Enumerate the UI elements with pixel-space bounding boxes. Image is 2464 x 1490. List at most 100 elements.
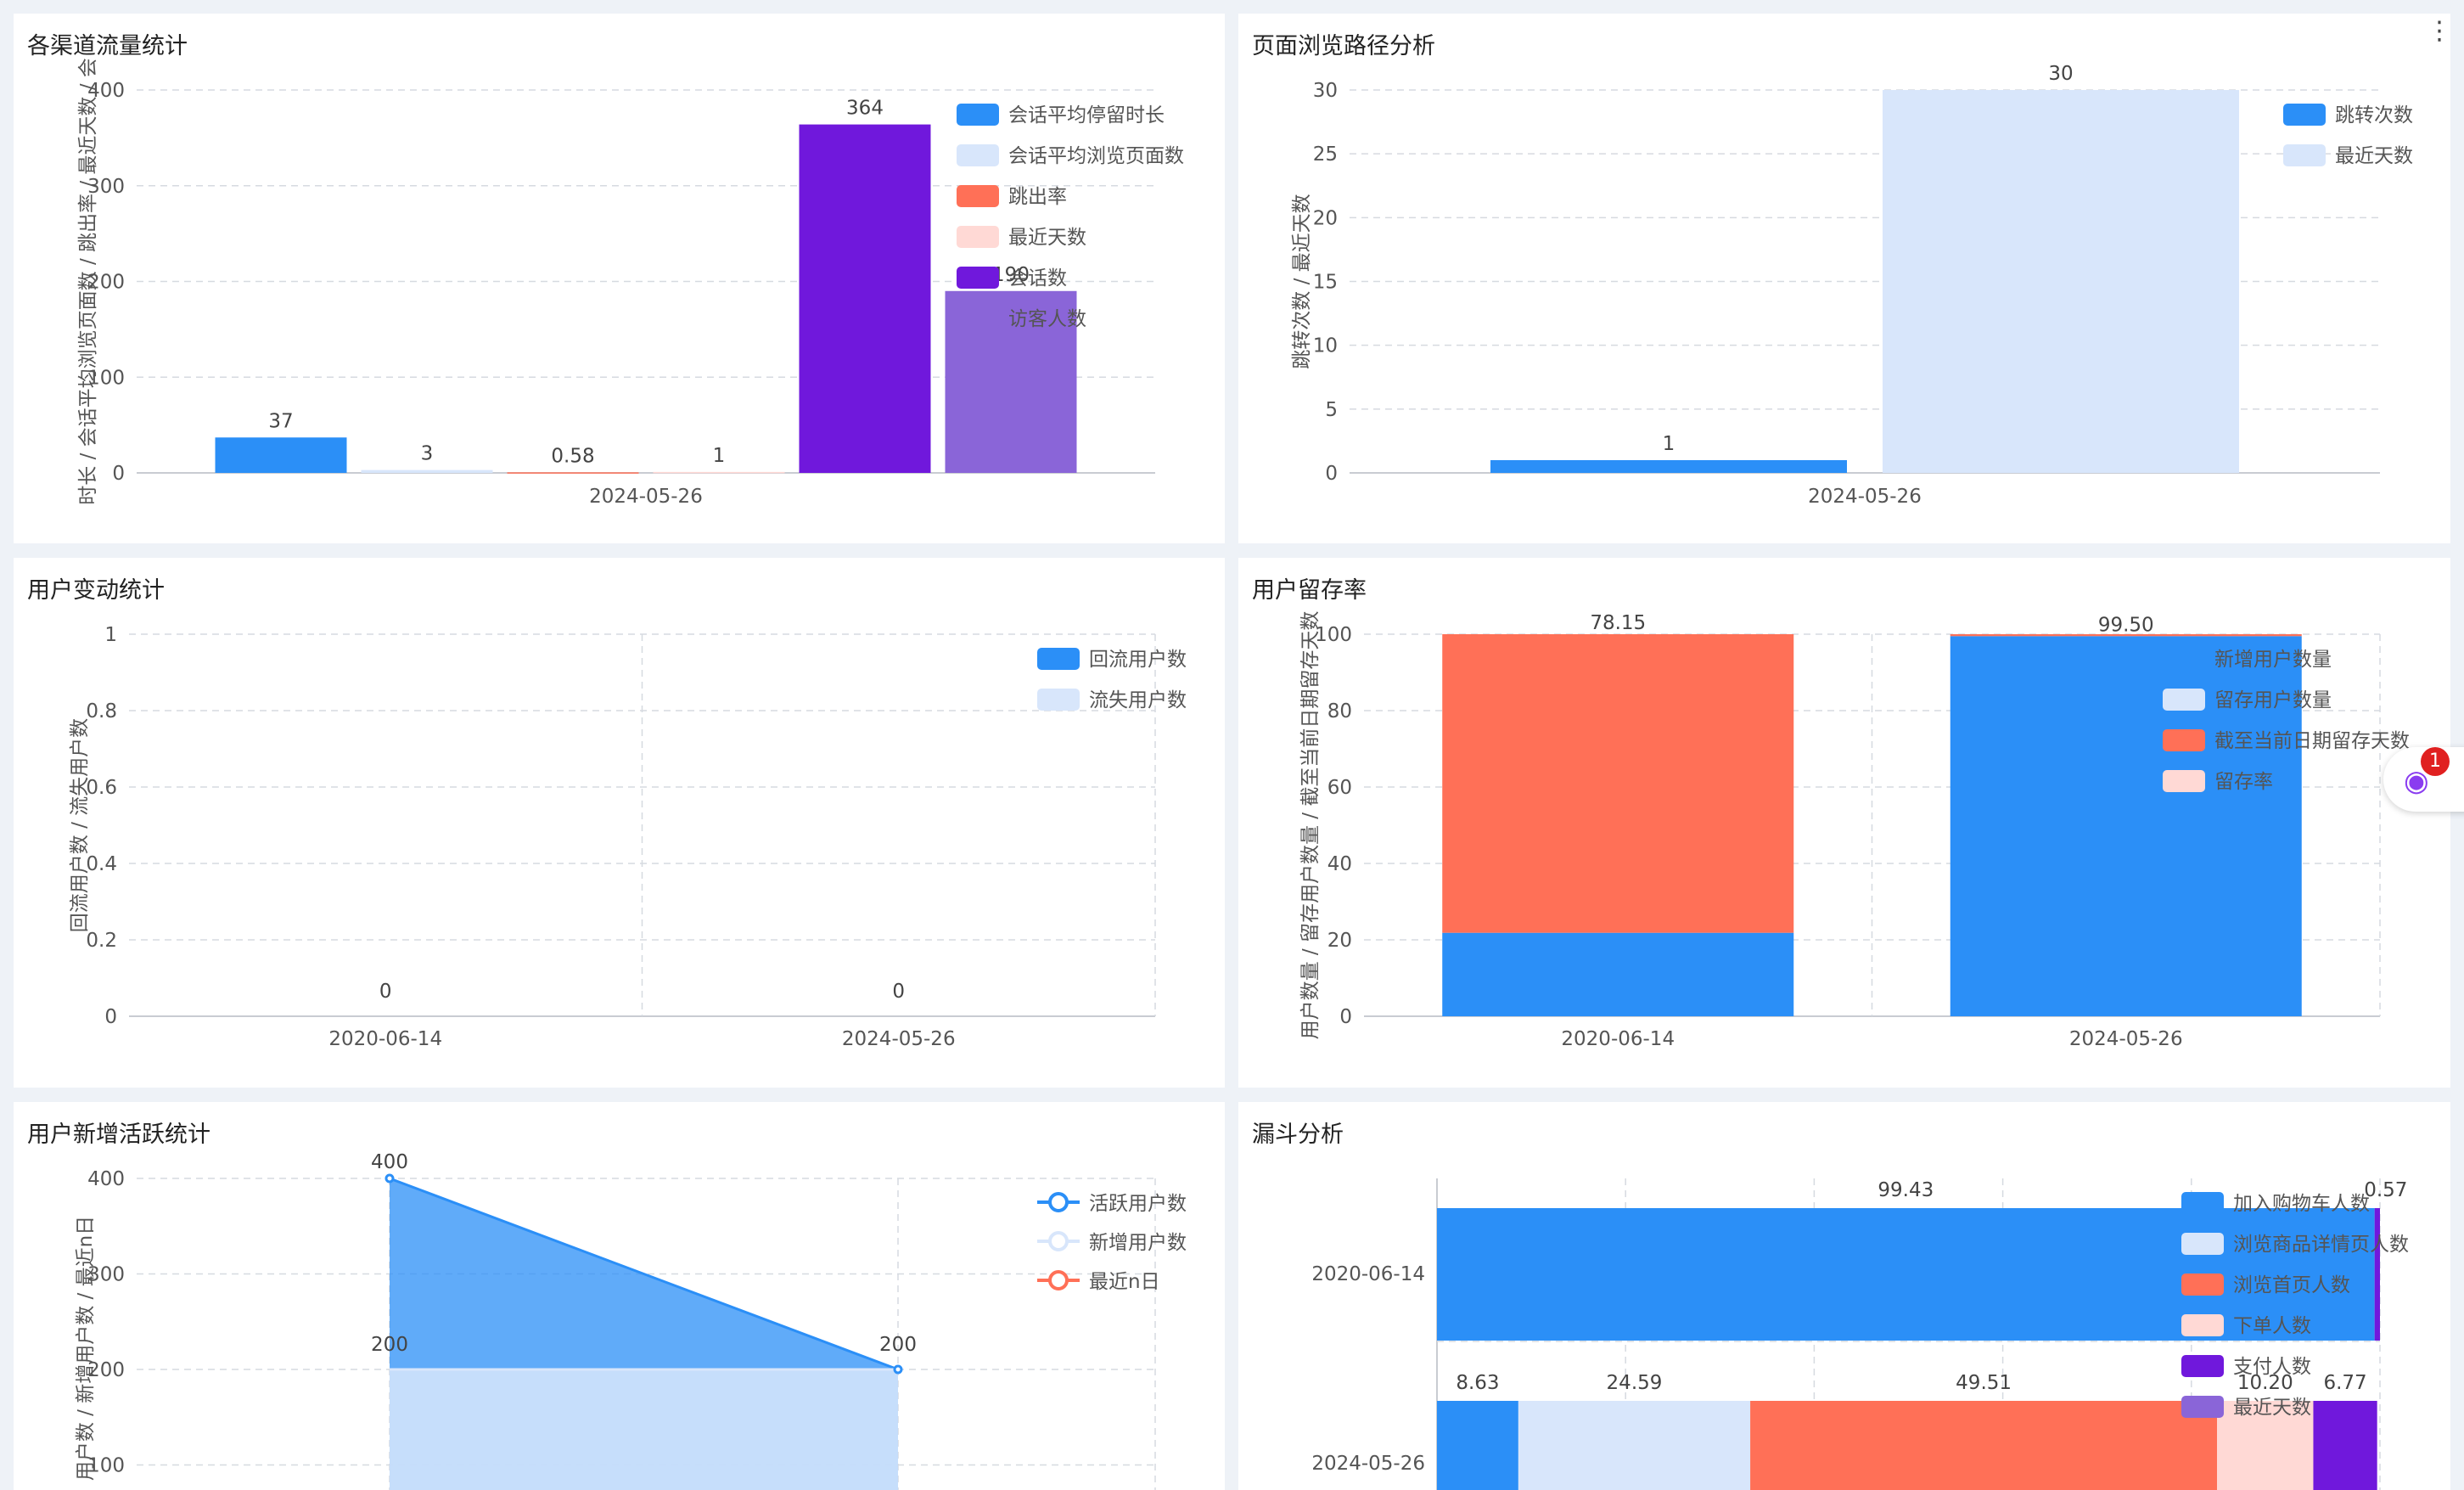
bar-segment bbox=[1437, 1401, 1518, 1490]
legend-marker bbox=[1048, 1192, 1069, 1212]
area-new-users bbox=[390, 1369, 898, 1490]
legend-label: 会话平均浏览页面数 bbox=[1008, 145, 1184, 167]
panel-title: 各渠道流量统计 bbox=[27, 33, 188, 59]
y-tick-label: 0 bbox=[112, 463, 125, 485]
legend-label: 支付人数 bbox=[2233, 1356, 2311, 1378]
legend-swatch bbox=[2181, 1355, 2224, 1377]
legend-swatch bbox=[957, 144, 999, 166]
bar bbox=[799, 124, 931, 473]
y-tick-label: 10 bbox=[1313, 335, 1338, 357]
y-tick-label: 0 bbox=[1339, 1006, 1352, 1028]
legend-label: 最近天数 bbox=[2233, 1397, 2311, 1419]
legend-swatch bbox=[2163, 729, 2205, 751]
legend-label: 访客人数 bbox=[1008, 308, 1086, 330]
legend-marker bbox=[1048, 1231, 1069, 1251]
bar-segment bbox=[2313, 1401, 2377, 1490]
y-axis-title: 回流用户数 / 流失用户数 bbox=[69, 718, 91, 932]
data-label: 99.50 bbox=[2098, 614, 2154, 636]
legend-label: 留存用户数量 bbox=[2214, 689, 2332, 711]
user-change-chart: 0 0.2 0.4 0.6 0.8 1 回流用户数 / 流失用户数 0 2020-06-14 0 2… bbox=[69, 624, 1187, 1050]
x-tick-label: 2024-05-26 bbox=[1808, 486, 1922, 508]
more-vertical-icon[interactable]: ⋮ bbox=[2427, 16, 2452, 46]
panel-title: 漏斗分析 bbox=[1252, 1122, 1344, 1148]
legend-label: 会话数 bbox=[1008, 267, 1067, 290]
legend-label: 浏览商品详情页人数 bbox=[2233, 1234, 2409, 1256]
x-tick-label: 2024-05-26 bbox=[589, 486, 703, 508]
data-label: 6.77 bbox=[2323, 1372, 2366, 1394]
data-label: 49.51 bbox=[1956, 1372, 2012, 1394]
legend-swatch bbox=[2181, 1233, 2224, 1255]
legend-label: 截至当前日期留存天数 bbox=[2214, 730, 2410, 752]
legend-label: 活跃用户数 bbox=[1089, 1193, 1187, 1215]
bar-segment bbox=[1950, 634, 2302, 637]
data-label: 37 bbox=[268, 410, 293, 432]
bar bbox=[361, 469, 493, 473]
legend-label: 跳转次数 bbox=[2335, 104, 2413, 127]
panel-title: 用户新增活跃统计 bbox=[27, 1122, 210, 1148]
data-label: 0.57 bbox=[2364, 1179, 2407, 1201]
legend-swatch bbox=[957, 104, 999, 126]
legend-swatch bbox=[2283, 104, 2326, 126]
bar bbox=[1490, 459, 1847, 473]
legend-swatch bbox=[957, 307, 999, 329]
y-axis-title: 跳转次数 / 最近天数 bbox=[1291, 194, 1313, 368]
y-tick-label: 0 bbox=[1325, 463, 1338, 485]
legend-swatch bbox=[2181, 1192, 2224, 1214]
legend-swatch bbox=[2163, 770, 2205, 792]
data-label: 30 bbox=[2048, 63, 2073, 85]
panel-title: 用户变动统计 bbox=[27, 577, 165, 604]
legend-label: 浏览首页人数 bbox=[2233, 1274, 2350, 1296]
y-tick-label: 400 bbox=[87, 80, 125, 102]
panel-title: 用户留存率 bbox=[1252, 577, 1367, 604]
y-tick-label: 0.2 bbox=[86, 930, 117, 952]
y-tick-label: 300 bbox=[87, 176, 125, 198]
legend-label: 下单人数 bbox=[2233, 1315, 2311, 1337]
legend-swatch bbox=[957, 226, 999, 248]
data-label: 0 bbox=[379, 981, 392, 1003]
y-tick-label: 1 bbox=[104, 624, 117, 646]
legend-swatch bbox=[2283, 144, 2326, 166]
legend-swatch bbox=[2181, 1396, 2224, 1418]
y-tick-label: 100 bbox=[87, 367, 125, 389]
point bbox=[893, 1364, 903, 1375]
data-label: 10.20 bbox=[2237, 1372, 2293, 1394]
data-label: 8.63 bbox=[1456, 1372, 1499, 1394]
y-tick-label: 300 bbox=[87, 1264, 125, 1286]
data-label: 1 bbox=[1663, 433, 1675, 455]
y-tick-label: 100 bbox=[87, 1455, 125, 1477]
new-active-chart: 100 200 300 400 用户数 / 新增用户数 / 最近n日 400 200 200 活… bbox=[75, 1151, 1187, 1490]
y-axis-title: 用户数 / 新增用户数 / 最近n日 bbox=[75, 1216, 97, 1481]
panel-channel-traffic: 各渠道流量统计 0 100 200 300 400 时长 / 会话平均浏览页面数 / 跳出… bbox=[14, 14, 1225, 543]
data-label: 200 bbox=[371, 1334, 408, 1356]
panel-page-path: 页面浏览路径分析 0 5 10 15 20 25 30 跳转次数 / 最近天数 1 30 2024-… bbox=[1238, 14, 2450, 543]
data-label: 24.59 bbox=[1607, 1372, 1663, 1394]
y-tick-label: 25 bbox=[1313, 143, 1338, 166]
legend-label: 最近n日 bbox=[1089, 1271, 1160, 1293]
y-tick-label: 0.6 bbox=[86, 777, 117, 799]
y-tick-label: 80 bbox=[1327, 700, 1352, 723]
data-label: 99.43 bbox=[1877, 1179, 1934, 1201]
data-label: 200 bbox=[879, 1334, 917, 1356]
floating-marker-button[interactable]: ◉ 1 bbox=[2383, 747, 2464, 812]
bar-segment bbox=[1750, 1401, 2218, 1490]
legend-label: 会话平均停留时长 bbox=[1008, 104, 1165, 127]
line-active-users bbox=[389, 1177, 899, 1371]
legend-label: 跳出率 bbox=[1008, 186, 1067, 208]
y-tick-label: 15 bbox=[1313, 272, 1338, 294]
bar-segment bbox=[1950, 636, 2302, 1016]
bar-segment bbox=[2217, 1401, 2314, 1490]
bar bbox=[215, 437, 347, 473]
x-tick-label: 2024-05-26 bbox=[842, 1028, 956, 1050]
legend-label: 最近天数 bbox=[1008, 227, 1086, 249]
data-label: 78.15 bbox=[1590, 612, 1646, 634]
y-tick-label: 200 bbox=[87, 1359, 125, 1381]
y-tick-label: 0.4 bbox=[86, 853, 117, 875]
y-tick-label: 200 bbox=[87, 272, 125, 294]
legend-label: 流失用户数 bbox=[1089, 689, 1187, 711]
data-label: 3 bbox=[421, 443, 434, 465]
bar-segment bbox=[1442, 932, 1794, 1016]
data-label: 0 bbox=[892, 981, 905, 1003]
bar-segment bbox=[2374, 1208, 2380, 1341]
point bbox=[384, 1173, 395, 1184]
